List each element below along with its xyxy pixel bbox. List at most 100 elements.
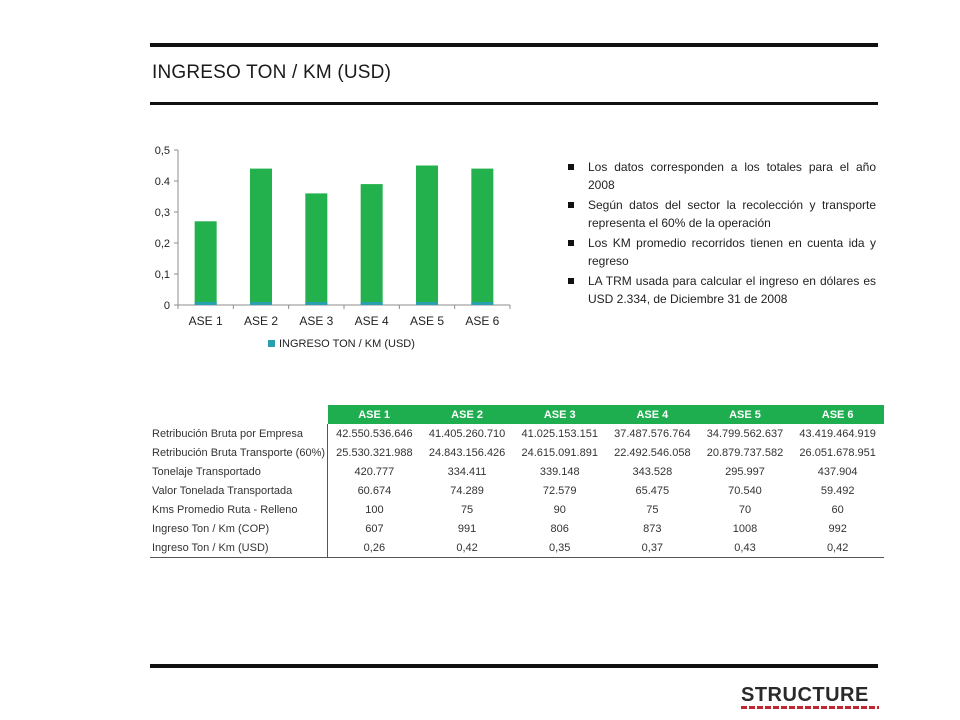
table-cell: 22.492.546.058: [614, 446, 691, 459]
legend-swatch: [268, 340, 275, 347]
table-cell: 60.674: [357, 484, 392, 497]
table-cell: 334.411: [447, 465, 487, 478]
table-cell: 74.289: [450, 484, 484, 497]
table-row: Kms Promedio Ruta - Relleno 100 75 90 75…: [150, 500, 884, 519]
table-corner: [150, 405, 328, 424]
x-tick-label: ASE 5: [410, 314, 444, 328]
legend-label: INGRESO TON / KM (USD): [279, 338, 415, 350]
row-label: Tonelaje Transportado: [150, 462, 329, 481]
x-tick-label: ASE 3: [299, 314, 333, 328]
bullet-icon: [568, 278, 574, 284]
table-cell: 75: [460, 503, 474, 516]
table-cell: 90: [553, 503, 566, 516]
notes-list: Los datos corresponden a los totales par…: [568, 158, 876, 310]
table-header-row: ASE 1 ASE 2 ASE 3 ASE 4 ASE 5 ASE 6: [150, 405, 884, 424]
note-text: LA TRM usada para calcular el ingreso en…: [588, 274, 876, 306]
table-cell: 75: [646, 503, 659, 516]
bar: [250, 168, 272, 305]
chart-svg: 0 0,1 0,2 0,3 0.4 0,5 ASE 1 ASE 2 ASE 3 ASE 4 ASE …: [155, 145, 511, 350]
bar-base: [305, 302, 328, 305]
table-row: Retribución Bruta Transporte (60%) 25.53…: [150, 443, 884, 462]
bullet-icon: [568, 202, 574, 208]
table-cell: 42.550.536.646: [336, 427, 413, 440]
y-tick-label: 0,2: [155, 238, 170, 250]
table-cell: 0,35: [513, 538, 607, 558]
table-cell: 100: [365, 503, 384, 516]
column-header: ASE 5: [698, 405, 792, 424]
table-cell: 25.530.321.988: [336, 446, 413, 459]
table-cell: 873: [643, 522, 662, 535]
table-cell: 607: [365, 522, 384, 535]
bullet-icon: [568, 164, 574, 170]
table-cell: 0,42: [420, 538, 514, 558]
table-cell: 26.051.678.951: [799, 446, 876, 459]
bar: [360, 184, 383, 305]
column-header: ASE 3: [513, 405, 607, 424]
table-cell: 43.419.464.919: [799, 427, 876, 440]
y-tick-label: 0.4: [155, 176, 170, 188]
y-tick-label: 0: [164, 300, 170, 312]
table-cell: 34.799.562.637: [706, 427, 784, 440]
row-label: Retribución Bruta Transporte (60%): [150, 443, 329, 462]
row-label: Kms Promedio Ruta - Relleno: [150, 500, 329, 519]
bar: [305, 193, 328, 305]
y-tick-label: 0,3: [155, 207, 170, 219]
note-item: LA TRM usada para calcular el ingreso en…: [568, 272, 876, 308]
table-cell: 65.475: [635, 484, 670, 497]
bar-base: [416, 302, 438, 305]
row-label: Valor Tonelada Transportada: [150, 481, 329, 500]
table-cell: 60: [831, 503, 844, 516]
row-label: Retribución Bruta por Empresa: [150, 424, 329, 443]
table-cell: 0,43: [698, 538, 792, 558]
table-row: Ingreso Ton / Km (COP) 607 991 806 873 1…: [150, 519, 884, 538]
row-label: Ingreso Ton / Km (COP): [150, 519, 329, 538]
table-cell: 992: [828, 522, 847, 535]
table-cell: 806: [550, 522, 569, 535]
bar-chart: 0 0,1 0,2 0,3 0.4 0,5 ASE 1 ASE 2 ASE 3 ASE 4 ASE …: [140, 135, 530, 365]
table-row: Ingreso Ton / Km (USD) 0,26 0,42 0,35 0,…: [150, 538, 884, 558]
table-cell: 343.528: [632, 465, 673, 478]
note-text: Los datos corresponden a los totales par…: [588, 160, 876, 192]
column-header: ASE 1: [327, 405, 421, 424]
table-cell: 0,37: [606, 538, 699, 558]
bar: [194, 221, 217, 305]
bullet-icon: [568, 240, 574, 246]
page-title: INGRESO TON / KM (USD): [152, 62, 392, 83]
column-header: ASE 2: [420, 405, 514, 424]
table-cell: 72.579: [542, 484, 577, 497]
column-header: ASE 4: [606, 405, 699, 424]
logo-stripe: [741, 706, 879, 709]
table-row: Tonelaje Transportado 420.777 334.411 33…: [150, 462, 884, 481]
logo-text: STRUCTURE: [741, 684, 869, 706]
bar-base: [250, 302, 272, 305]
table-cell: 24.615.091.891: [521, 446, 598, 459]
note-item: Los KM promedio recorridos tienen en cue…: [568, 234, 876, 270]
table-cell: 1008: [732, 522, 758, 535]
table-cell: 41.405.260.710: [428, 427, 506, 440]
x-tick-label: ASE 6: [465, 314, 499, 328]
data-table: ASE 1 ASE 2 ASE 3 ASE 4 ASE 5 ASE 6 Retr…: [150, 405, 884, 558]
table-cell: 37.487.576.764: [614, 427, 691, 440]
y-tick-label: 0,5: [155, 145, 170, 157]
table-cell: 41.025.153.151: [521, 427, 598, 440]
table-cell: 339.148: [539, 465, 580, 478]
note-item: Los datos corresponden a los totales par…: [568, 158, 876, 194]
row-label: Ingreso Ton / Km (USD): [150, 538, 329, 558]
table-cell: 0,42: [791, 538, 884, 558]
table-cell: 59.492: [820, 484, 855, 497]
table-cell: 437.904: [817, 465, 858, 478]
note-item: Según datos del sector la recolección y …: [568, 196, 876, 232]
structure-logo: STRUCTURE: [741, 684, 881, 710]
x-tick-label: ASE 1: [189, 314, 223, 328]
table-cell: 0,26: [327, 538, 421, 558]
title-underline: [150, 102, 878, 105]
bar-base: [360, 302, 383, 305]
bar: [471, 168, 494, 305]
table-cell: 24.843.156.426: [428, 446, 506, 459]
table-cell: 70.540: [728, 484, 762, 497]
bar-base: [194, 302, 217, 305]
table-cell: 20.879.737.582: [706, 446, 784, 459]
table-cell: 70: [738, 503, 752, 516]
table-row: Retribución Bruta por Empresa 42.550.536…: [150, 424, 884, 443]
bar: [416, 165, 438, 305]
